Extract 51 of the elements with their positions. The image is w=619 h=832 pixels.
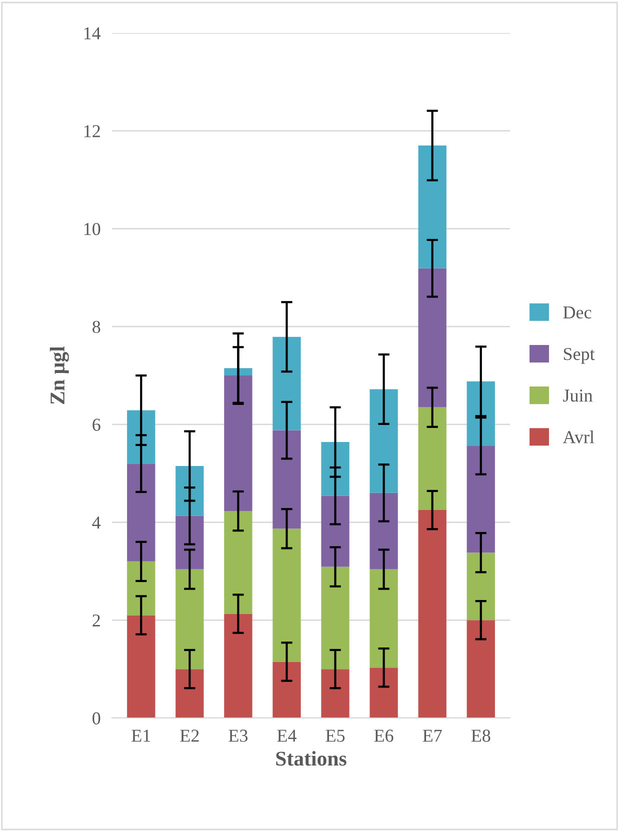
bar bbox=[418, 268, 446, 408]
bar bbox=[127, 561, 156, 616]
y-tick-label: 10 bbox=[84, 222, 100, 236]
y-tick-label: 4 bbox=[92, 516, 101, 529]
bar bbox=[466, 620, 495, 718]
bar bbox=[370, 569, 398, 668]
bar bbox=[272, 528, 301, 662]
bar bbox=[272, 662, 301, 718]
x-tick-label: E1 bbox=[132, 730, 150, 742]
y-tick-label: 8 bbox=[92, 320, 100, 334]
bar bbox=[176, 669, 204, 718]
y-tick-label: 2 bbox=[92, 614, 100, 626]
bar bbox=[272, 336, 301, 430]
x-tick-label: E5 bbox=[326, 730, 345, 742]
x-axis-title: Stations bbox=[276, 751, 346, 766]
bar bbox=[224, 368, 252, 376]
bar bbox=[176, 516, 204, 570]
y-tick-label: 14 bbox=[84, 27, 101, 40]
legend-label: Avrl bbox=[562, 430, 594, 444]
bar bbox=[370, 389, 398, 493]
y-tick-label: 0 bbox=[92, 712, 100, 724]
x-tick-label: E6 bbox=[374, 730, 394, 742]
y-tick-label: 12 bbox=[84, 125, 100, 138]
bar bbox=[224, 376, 252, 512]
bar bbox=[224, 614, 252, 718]
bar bbox=[176, 569, 204, 670]
bar bbox=[321, 566, 350, 670]
bar bbox=[466, 381, 495, 446]
y-axis-title: Zn µgl bbox=[50, 346, 69, 404]
bar bbox=[127, 615, 156, 718]
legend-label: Juin bbox=[563, 390, 593, 402]
bar bbox=[127, 410, 156, 464]
bar bbox=[321, 669, 350, 718]
x-tick-label: E2 bbox=[180, 730, 199, 742]
bar bbox=[370, 492, 398, 570]
bar bbox=[466, 446, 495, 553]
x-tick-label: E3 bbox=[228, 730, 248, 742]
legend-label: Dec bbox=[563, 306, 592, 319]
bar bbox=[418, 510, 446, 718]
legend-label: Sept bbox=[564, 348, 595, 364]
bar bbox=[272, 430, 301, 529]
bar bbox=[466, 552, 495, 620]
bar bbox=[224, 511, 252, 614]
bar bbox=[418, 407, 446, 510]
x-tick-label: E8 bbox=[471, 730, 490, 742]
x-tick-label: E7 bbox=[422, 730, 442, 742]
x-tick-label: E4 bbox=[277, 730, 296, 742]
y-tick-label: 6 bbox=[92, 418, 100, 431]
bar bbox=[418, 146, 446, 268]
bar bbox=[127, 464, 156, 562]
bar bbox=[370, 668, 398, 718]
